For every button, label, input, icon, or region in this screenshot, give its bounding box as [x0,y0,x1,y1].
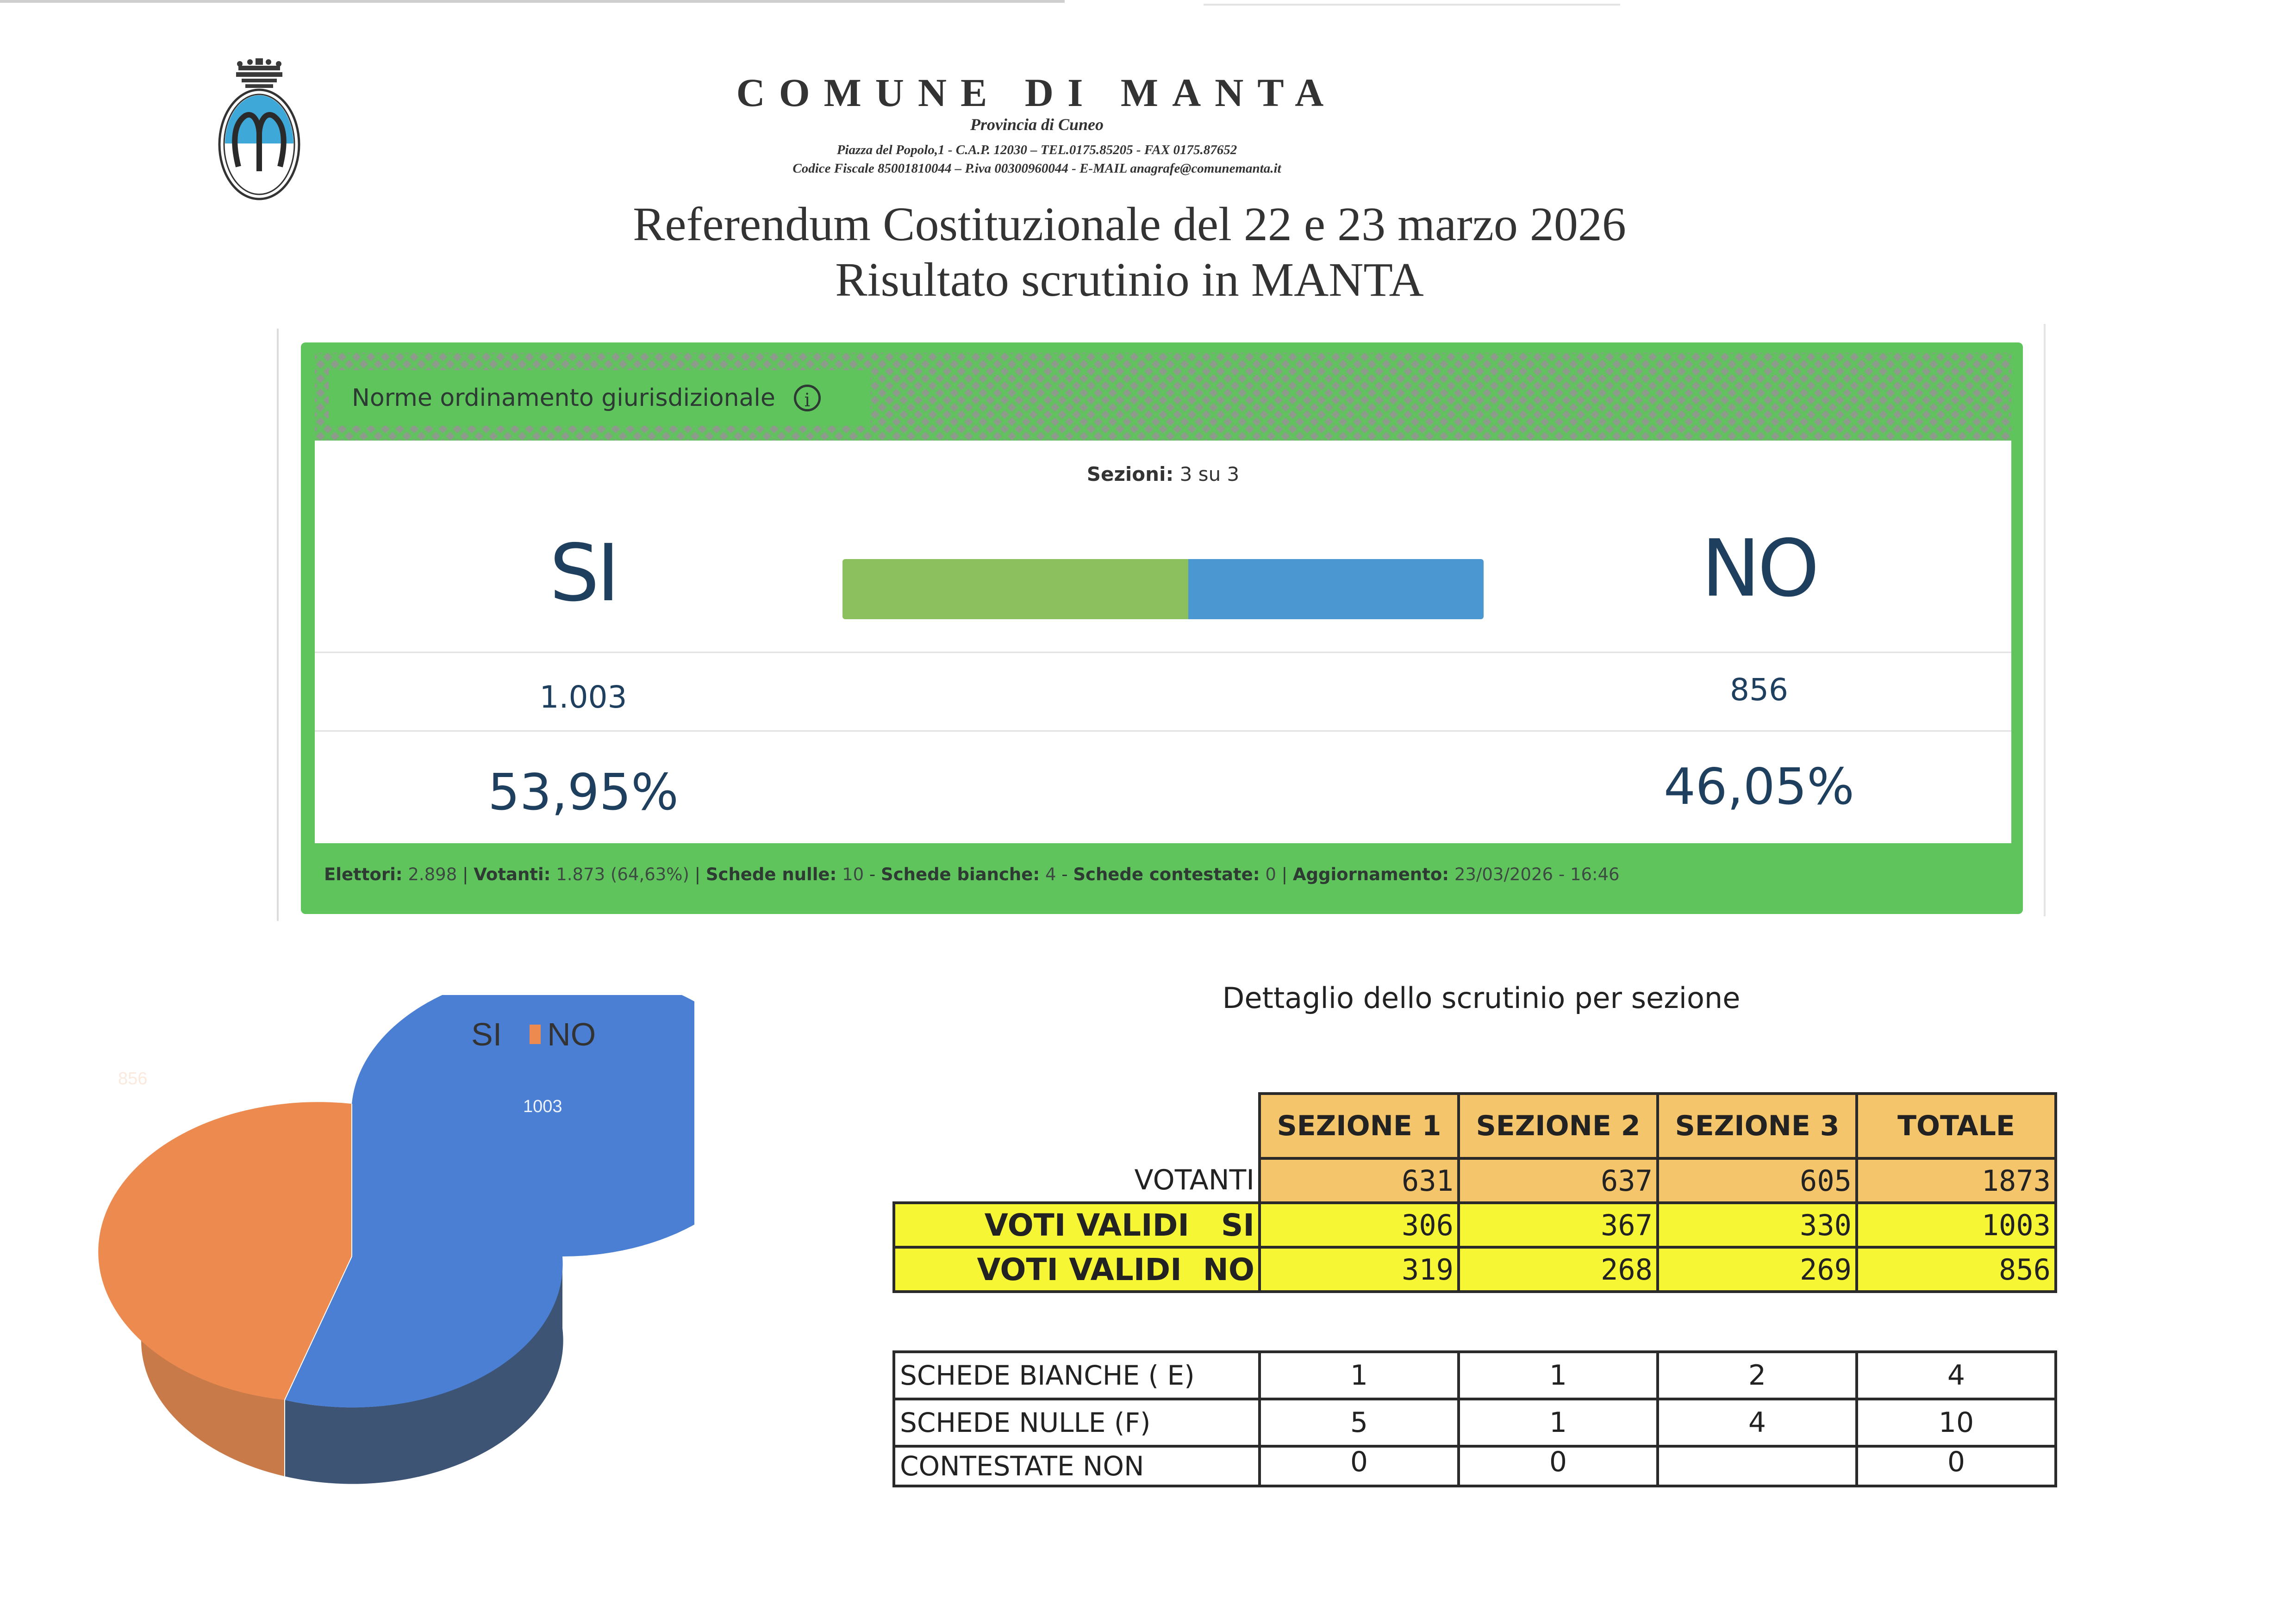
row-label-voti-validi-si: VOTI VALIDI SI [892,1201,1261,1249]
elettori-label: Elettori: [324,864,403,884]
no-votes: 856 [1730,672,1788,708]
municipality-name: COMUNE DI MANTA [736,70,1338,115]
cell: 330 [1656,1201,1858,1249]
result-bar [842,559,1484,619]
table-row: SCHEDE BIANCHE ( E) 1 1 2 4 [892,1350,2057,1400]
table-row: VOTI VALIDI NO 319 268 269 856 [892,1246,2057,1293]
cell: 5 [1258,1398,1460,1448]
cell: 268 [1457,1246,1659,1293]
referendum-question-header: Norme ordinamento giurisdizionale i [329,370,870,426]
pie-chart [88,970,773,1527]
row-label-voti-validi-no: VOTI VALIDI NO [892,1246,1261,1293]
bianche-value: 4 [1045,864,1056,884]
panel-footer-stats: Elettori: 2.898 | Votanti: 1.873 (64,63%… [324,864,1620,884]
scan-edge [1204,4,1620,6]
votanti-value: 1.873 (64,63%) [556,864,689,884]
cell: 637 [1457,1157,1659,1204]
cell: 1 [1457,1398,1659,1448]
scan-guide-line [277,329,279,921]
legend-swatch-si [454,1025,465,1044]
cell: 1873 [1855,1157,2057,1204]
legend-item-no: NO [530,1016,596,1053]
cell: 631 [1258,1157,1460,1204]
legend-swatch-no [530,1025,541,1044]
question-title: Norme ordinamento giurisdizionale [352,384,775,412]
sections-count: Sezioni: 3 su 3 [315,463,2011,485]
row-label-schede-nulle: SCHEDE NULLE (F) [892,1398,1261,1448]
cell: 10 [1855,1398,2057,1448]
chart-legend: SI NO [454,1016,624,1053]
fiscal-line: Codice Fiscale 85001810044 – P.iva 00300… [792,161,1281,176]
pie-label-no: 856 [118,1069,148,1088]
si-votes: 1.003 [539,679,627,715]
cell: 4 [1855,1350,2057,1400]
nulle-label: Schede nulle: [705,864,837,884]
cell: 367 [1457,1201,1659,1249]
cell [1656,1445,1858,1487]
no-label: NO [1701,523,1820,615]
sections-label: Sezioni: [1086,463,1174,485]
si-label: SI [549,528,620,619]
aggiornamento-value: 23/03/2026 - 16:46 [1454,864,1620,884]
cell: 856 [1855,1246,2057,1293]
cell: 1 [1258,1350,1460,1400]
bar-si-segment [842,559,1189,619]
contestate-label: Schede contestate: [1073,864,1260,884]
header-totale: TOTALE [1855,1092,2057,1160]
header-sezione-1: SEZIONE 1 [1258,1092,1460,1160]
row-label-contestate: CONTESTATE NON [892,1445,1261,1487]
cell: 1003 [1855,1201,2057,1249]
cell: 1 [1457,1350,1659,1400]
si-percentage: 53,95% [488,764,679,821]
bar-no-segment [1188,559,1484,619]
table-row: CONTESTATE NON 0 0 0 [892,1445,2057,1487]
province: Provincia di Cuneo [970,115,1104,134]
info-icon[interactable]: i [793,385,821,411]
legend-label-no: NO [547,1016,596,1052]
cell: 319 [1258,1246,1460,1293]
scan-guide-line [2044,324,2046,916]
legend-item-si: SI [454,1016,502,1053]
municipal-crest-icon [213,56,306,204]
cell: 269 [1656,1246,1858,1293]
header-sezione-2: SEZIONE 2 [1457,1092,1659,1160]
pie-label-si: 1003 [523,1097,562,1116]
table-row: SCHEDE NULLE (F) 5 1 4 10 [892,1398,2057,1448]
cell: 4 [1656,1398,1858,1448]
divider [315,652,2011,653]
sections-value: 3 su 3 [1179,463,1240,485]
divider [315,730,2011,732]
elettori-value: 2.898 [408,864,457,884]
address-line: Piazza del Popolo,1 - C.A.P. 12030 – TEL… [836,143,1237,157]
section-results-table: SEZIONE 1 SEZIONE 2 SEZIONE 3 TOTALE VOT… [892,1092,2057,1293]
header-sezione-3: SEZIONE 3 [1656,1092,1858,1160]
cell: 0 [1855,1445,2057,1487]
row-label-schede-bianche: SCHEDE BIANCHE ( E) [892,1350,1261,1400]
ballot-details-table: SCHEDE BIANCHE ( E) 1 1 2 4 SCHEDE NULLE… [892,1350,2057,1487]
cell: 0 [1457,1445,1659,1487]
nulle-value: 10 [842,864,864,884]
table-row: VOTI VALIDI SI 306 367 330 1003 [892,1201,2057,1249]
row-label-votanti: VOTANTI [1134,1163,1254,1196]
table-row: VOTANTI 631 637 605 1873 [894,1157,2057,1204]
bianche-label: Schede bianche: [881,864,1040,884]
document-subtitle: Risultato scrutinio in MANTA [835,253,1424,306]
panel-body [315,441,2011,843]
legend-label-si: SI [471,1016,502,1052]
no-percentage: 46,05% [1664,758,1854,816]
cell: 605 [1656,1157,1858,1204]
cell: 306 [1258,1201,1460,1249]
cell: 0 [1258,1445,1460,1487]
aggiornamento-label: Aggiornamento: [1292,864,1449,884]
cell: 2 [1656,1350,1858,1400]
table-title: Dettaglio dello scrutinio per sezione [1222,981,1741,1015]
table-header-row: SEZIONE 1 SEZIONE 2 SEZIONE 3 TOTALE [894,1092,2057,1160]
scan-edge [0,0,1065,3]
contestate-value: 0 [1265,864,1276,884]
votanti-label: Votanti: [474,864,551,884]
document-title: Referendum Costituzionale del 22 e 23 ma… [633,198,1626,251]
